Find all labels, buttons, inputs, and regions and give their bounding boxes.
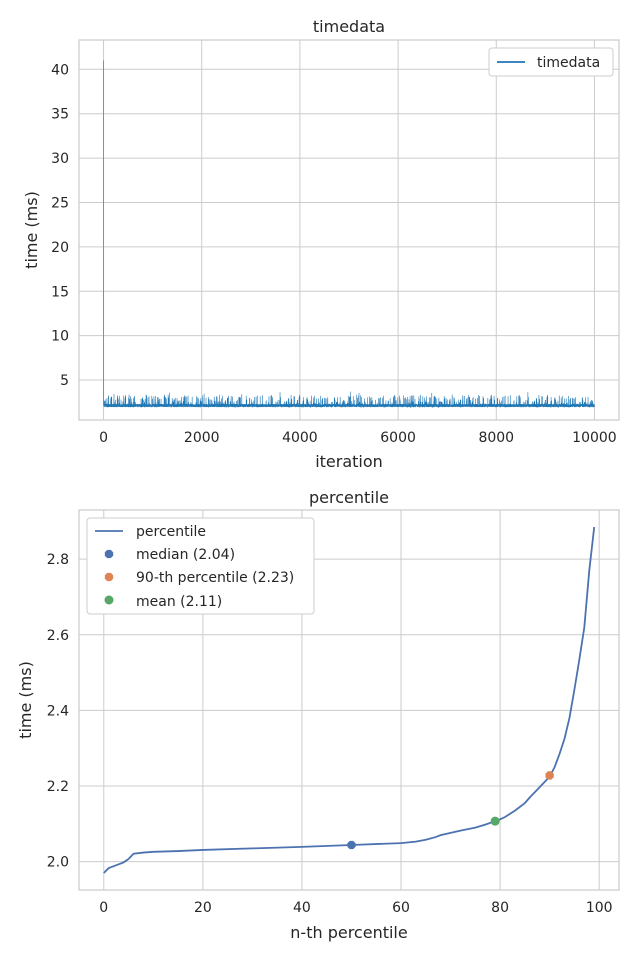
ninetieth-percentile-marker [545, 771, 554, 780]
percentile-ytick-label: 2.4 [47, 703, 69, 719]
timedata-ylabel: time (ms) [22, 191, 41, 269]
timedata-ytick-label: 10 [51, 329, 69, 345]
percentile-xtick-label: 60 [392, 900, 410, 916]
percentile-ylabel: time (ms) [16, 661, 35, 739]
timedata-legend-box [488, 47, 614, 77]
legend-label-mean: mean (2.11) [136, 594, 222, 610]
timedata-xtick-label: 10000 [572, 430, 617, 446]
percentile-title: percentile [309, 488, 389, 507]
percentile-xlabel: n-th percentile [290, 923, 407, 942]
timedata-xlabel: iteration [315, 452, 383, 471]
percentile-xtick-label: 100 [586, 900, 613, 916]
legend-marker-90th [104, 572, 114, 582]
mean-marker [490, 816, 500, 826]
timedata-gridlines [79, 40, 619, 420]
percentile-series [103, 526, 596, 874]
legend-label-median: median (2.04) [136, 547, 235, 563]
percentile-legend-box [86, 517, 315, 615]
timedata-legend: timedata [488, 47, 614, 77]
percentile-tick-labels: 0 20 40 60 80 100 2.0 2.2 2.4 2.6 2.8 [47, 552, 613, 916]
timedata-ytick-label: 35 [51, 107, 69, 123]
timedata-series-line [103, 60, 595, 409]
legend-label-90th: 90-th percentile (2.23) [136, 570, 294, 586]
timedata-ytick-label: 20 [51, 240, 69, 256]
timedata-ytick-label: 30 [51, 151, 69, 167]
legend-label-percentile: percentile [136, 524, 206, 540]
timedata-ytick-label: 25 [51, 195, 69, 211]
timedata-xtick-label: 4000 [282, 430, 318, 446]
timedata-chart: timedata 0 2000 4000 6000 8000 10000 5 10 15 20 25… [22, 17, 620, 471]
percentile-ytick-label: 2.0 [47, 855, 69, 871]
timedata-title: timedata [313, 17, 385, 36]
timedata-xtick-label: 2000 [184, 430, 220, 446]
timedata-legend-label: timedata [537, 55, 600, 71]
percentile-xtick-label: 80 [491, 900, 509, 916]
timedata-plot-frame [78, 39, 620, 421]
median-marker [347, 840, 356, 850]
percentile-ytick-label: 2.2 [47, 779, 69, 795]
percentile-ytick-label: 2.6 [47, 628, 69, 644]
percentile-xtick-label: 0 [99, 900, 108, 916]
timedata-xtick-label: 0 [99, 430, 108, 446]
timedata-ytick-label: 15 [51, 284, 69, 300]
percentile-xtick-label: 40 [293, 900, 311, 916]
percentile-ytick-label: 2.8 [47, 552, 69, 568]
timedata-line [103, 60, 595, 409]
timedata-tick-labels: 0 2000 4000 6000 8000 10000 5 10 15 20 25 30 35 40 [51, 62, 617, 446]
timedata-xtick-label: 8000 [478, 430, 514, 446]
percentile-line [103, 526, 596, 874]
timedata-xtick-label: 6000 [380, 430, 416, 446]
timedata-ytick-label: 5 [60, 373, 69, 389]
percentile-legend: percentile median (2.04) 90-th percentil… [86, 517, 315, 615]
percentile-xtick-label: 20 [194, 900, 212, 916]
percentile-plot-frame [78, 509, 620, 891]
legend-marker-median [104, 549, 114, 559]
legend-marker-mean [104, 595, 114, 605]
timedata-ytick-label: 40 [51, 62, 69, 78]
percentile-chart: percentile 0 20 40 60 80 100 2.0 2.2 2.4 2.6 2.8 n… [16, 488, 620, 942]
